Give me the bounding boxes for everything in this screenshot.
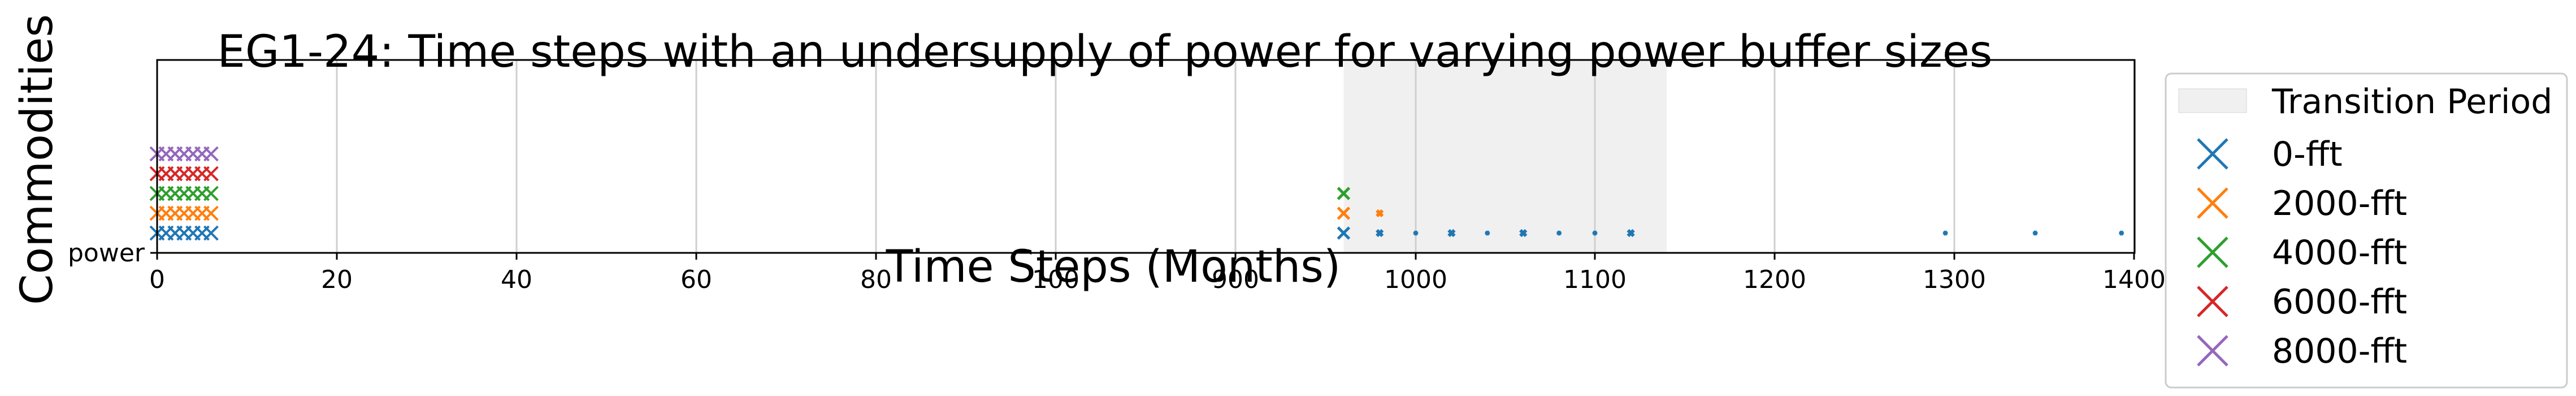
marker-stroke xyxy=(2197,236,2228,268)
x-tick-label: 900 xyxy=(1212,265,1259,294)
x-tick-label: 20 xyxy=(321,265,353,294)
marker-stroke xyxy=(1337,226,1351,240)
data-point-0-fft xyxy=(1592,230,1598,236)
markers-layer xyxy=(149,146,2124,241)
legend-frame xyxy=(2165,72,2568,389)
marker-stroke xyxy=(1376,229,1384,238)
x-tick-label: 1000 xyxy=(1384,265,1447,294)
ticks-layer: 0 20 40 60 80 100 900 1000 1100 1200 1300 1400 power xyxy=(68,239,2166,294)
legend-label-6000-fft: 6000-fft xyxy=(2272,282,2407,322)
legend-label-transition-period: Transition Period xyxy=(2271,82,2552,122)
legend-label-8000-fft: 8000-fft xyxy=(2272,332,2407,371)
data-point-0-fft xyxy=(1337,226,1351,240)
marker-stroke xyxy=(1627,229,1635,238)
data-point-0-fft xyxy=(2118,230,2124,236)
marker-stroke xyxy=(203,225,219,241)
x-tick-label: 40 xyxy=(501,265,532,294)
data-point-0-fft xyxy=(1556,230,1562,236)
data-point-2000-fft xyxy=(203,205,219,221)
legend-marker-0-fft xyxy=(2197,138,2228,170)
marker-stroke xyxy=(2197,138,2228,170)
marker-stroke xyxy=(203,205,219,221)
plot-frame xyxy=(156,59,2136,254)
marker-stroke xyxy=(203,186,219,201)
legend-series-entries: 0-fft 2000-fft 4000-fft 6000-fft 8000-fft xyxy=(2197,135,2407,371)
transition-period-band xyxy=(1343,60,1667,253)
marker-stroke xyxy=(2197,286,2228,317)
x-tick-label: 1100 xyxy=(1563,265,1627,294)
x-tick-label: 1300 xyxy=(1923,265,1986,294)
legend: Transition Period 0-fft 2000-fft 4000-fft 6… xyxy=(2165,72,2568,389)
data-point-0-fft xyxy=(1376,229,1384,238)
data-point-0-fft xyxy=(1413,230,1419,236)
marker-stroke xyxy=(1413,230,1419,236)
data-point-0-fft xyxy=(203,225,219,241)
marker-stroke xyxy=(2118,230,2124,236)
x-tick-label: 1400 xyxy=(2102,265,2166,294)
marker-stroke xyxy=(2197,335,2228,367)
marker-stroke xyxy=(1337,187,1351,200)
legend-label-2000-fft: 2000-fft xyxy=(2272,184,2407,223)
marker-stroke xyxy=(1556,230,1562,236)
marker-stroke xyxy=(2032,230,2038,236)
legend-marker-4000-fft xyxy=(2197,236,2228,268)
x-axis-label: Time Steps (Months) xyxy=(886,242,1341,292)
legend-swatch-transition-period xyxy=(2178,88,2247,113)
data-point-0-fft xyxy=(1447,229,1456,238)
data-point-8000-fft xyxy=(203,146,219,162)
x-tick-label: 60 xyxy=(680,265,712,294)
data-point-0-fft xyxy=(1627,229,1635,238)
grid-layer xyxy=(336,60,2135,253)
y-tick-label: power xyxy=(68,239,145,268)
marker-stroke xyxy=(2197,187,2228,219)
legend-marker-2000-fft xyxy=(2197,187,2228,219)
y-axis-label: Commodities xyxy=(12,14,63,305)
legend-marker-6000-fft xyxy=(2197,286,2228,317)
marker-stroke xyxy=(1519,229,1528,238)
data-point-0-fft xyxy=(2032,230,2038,236)
legend-label-0-fft: 0-fft xyxy=(2272,135,2343,174)
data-point-0-fft xyxy=(1519,229,1528,238)
data-point-6000-fft xyxy=(203,166,219,182)
data-point-0-fft xyxy=(1942,230,1948,236)
marker-stroke xyxy=(203,166,219,182)
transition-band-layer xyxy=(1343,60,1667,253)
marker-stroke xyxy=(1447,229,1456,238)
data-point-2000-fft xyxy=(1376,209,1384,218)
data-point-2000-fft xyxy=(1337,206,1351,220)
marker-stroke xyxy=(1337,206,1351,220)
marker-stroke xyxy=(1942,230,1948,236)
marker-stroke xyxy=(1592,230,1598,236)
x-tick-label: 100 xyxy=(1032,265,1079,294)
marker-stroke xyxy=(1376,209,1384,218)
x-tick-label: 0 xyxy=(149,265,165,294)
legend-label-4000-fft: 4000-fft xyxy=(2272,233,2407,273)
x-tick-label: 1200 xyxy=(1743,265,1806,294)
marker-stroke xyxy=(1485,230,1490,236)
marker-stroke xyxy=(203,146,219,162)
legend-marker-8000-fft xyxy=(2197,335,2228,367)
data-point-4000-fft xyxy=(1337,187,1351,200)
chart-title: EG1-24: Time steps with an undersupply o… xyxy=(218,27,1993,78)
data-point-0-fft xyxy=(1485,230,1490,236)
data-point-4000-fft xyxy=(203,186,219,201)
x-tick-label: 80 xyxy=(860,265,892,294)
